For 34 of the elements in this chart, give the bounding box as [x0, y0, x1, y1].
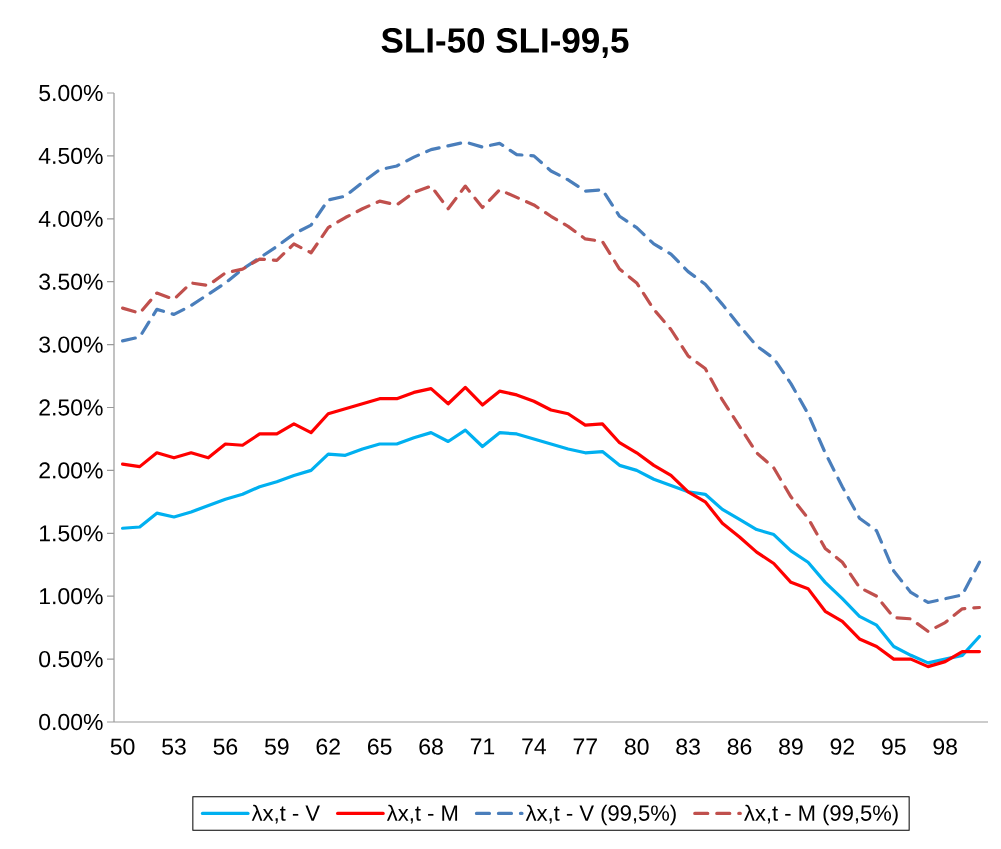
x-tick-label: 92 — [830, 738, 854, 755]
x-tick-label: 77 — [573, 738, 597, 755]
chart-title: SLI-50 SLI-99,5 — [381, 28, 629, 58]
y-tick-label: 2.00% — [39, 462, 103, 479]
x-tick-label: 74 — [522, 738, 546, 755]
legend-label: λx,t - M — [386, 804, 458, 824]
x-tick-label: 95 — [882, 738, 906, 755]
legend-label: λx,t - V — [251, 804, 320, 824]
x-tick-label: 53 — [162, 738, 186, 755]
y-tick-label: 4.00% — [38, 210, 103, 227]
y-tick-label: 4.50% — [38, 147, 103, 165]
x-tick-label: 71 — [470, 738, 495, 755]
legend-label: λx,t - V (99,5%) — [525, 804, 676, 826]
x-tick-label: 56 — [213, 738, 238, 755]
x-tick-label: 98 — [933, 738, 957, 755]
x-tick-label: 83 — [676, 738, 700, 755]
legend-label: λx,t - M (99,5%) — [744, 804, 898, 826]
y-tick-label: 3.00% — [39, 336, 103, 353]
y-tick-label: 0.00% — [39, 713, 103, 731]
x-tick-label: 59 — [264, 738, 289, 755]
y-tick-label: 1.00% — [40, 588, 103, 605]
x-tick-label: 86 — [727, 738, 752, 755]
x-tick-label: 89 — [779, 738, 803, 755]
x-tick-label: 65 — [368, 738, 392, 755]
y-tick-label: 3.50% — [39, 273, 103, 290]
x-tick-label: 50 — [110, 738, 135, 755]
line-series — [120, 385, 982, 669]
y-tick-label: 2.50% — [39, 399, 103, 416]
x-tick-label: 80 — [624, 738, 649, 755]
y-tick-label: 5.00% — [39, 84, 103, 102]
x-tick-label: 62 — [316, 738, 340, 755]
x-tick-label: 68 — [419, 738, 443, 755]
y-tick-label: 0.50% — [39, 650, 103, 668]
y-tick-label: 1.50% — [40, 525, 103, 542]
